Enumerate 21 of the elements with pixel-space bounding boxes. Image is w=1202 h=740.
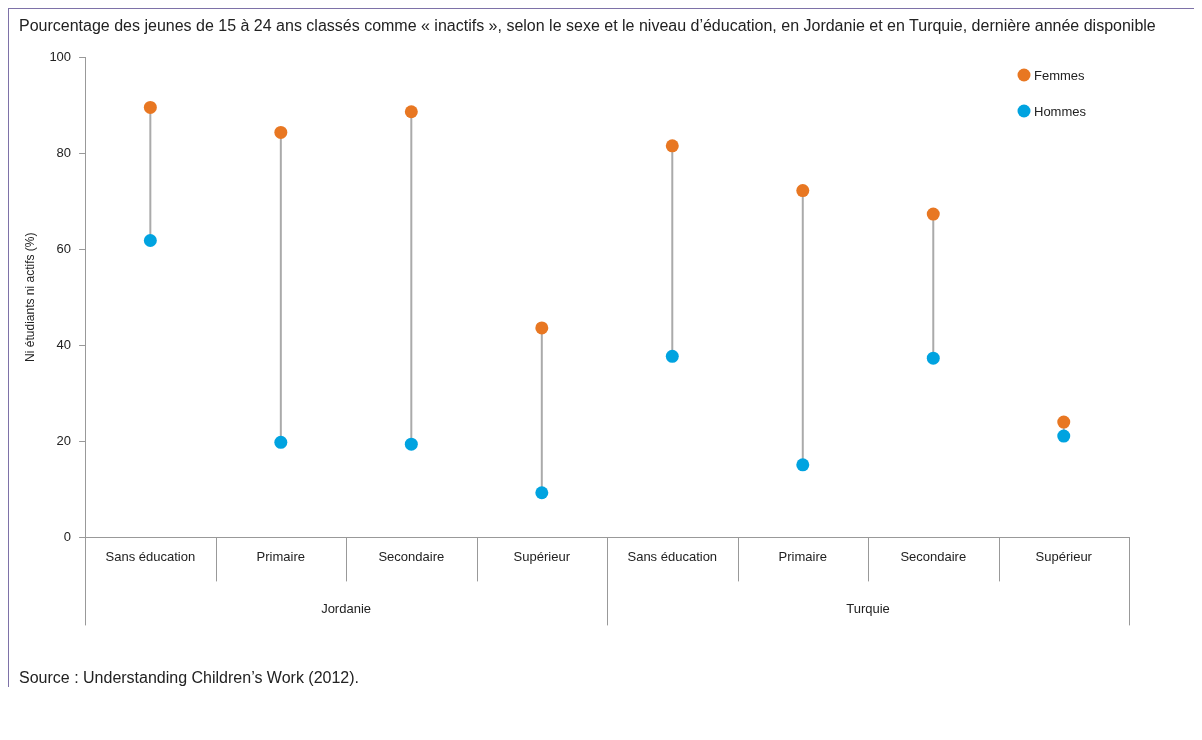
y-tick-label: 40 — [56, 336, 72, 352]
x-tick-label: Primaire — [778, 548, 827, 564]
x-tick-label: Supérieur — [513, 548, 571, 564]
y-tick-label: 60 — [56, 240, 72, 256]
chart-title: Pourcentage des jeunes de 15 à 24 ans classés comme « inactifs », selon le sexe et le niveau d’éducation, en Jordanie et en Turquie, dernière année disponible — [18, 16, 1157, 36]
legend-label: Hommes — [1034, 103, 1087, 119]
legend-label: Femmes — [1034, 67, 1086, 83]
x-tick-label: Secondaire — [378, 548, 445, 564]
y-tick-label: 20 — [56, 432, 72, 448]
text: Turquie — [846, 600, 890, 616]
x-tick-label: Sans éducation — [105, 548, 196, 564]
x-tick-label: Supérieur — [1035, 548, 1093, 564]
y-axis-title: Ni étudiants ni actifs (%) — [22, 232, 37, 362]
x-tick-label: Secondaire — [900, 548, 967, 564]
source-note: Source : Understanding Children’s Work (2012). — [18, 669, 361, 687]
x-tick-label: Sans éducation — [627, 548, 718, 564]
y-tick-label: 0 — [63, 528, 72, 544]
text: Jordanie — [321, 600, 371, 616]
y-tick-label: 100 — [49, 48, 72, 64]
x-tick-label: Primaire — [256, 548, 306, 564]
y-tick-label: 80 — [56, 144, 72, 160]
